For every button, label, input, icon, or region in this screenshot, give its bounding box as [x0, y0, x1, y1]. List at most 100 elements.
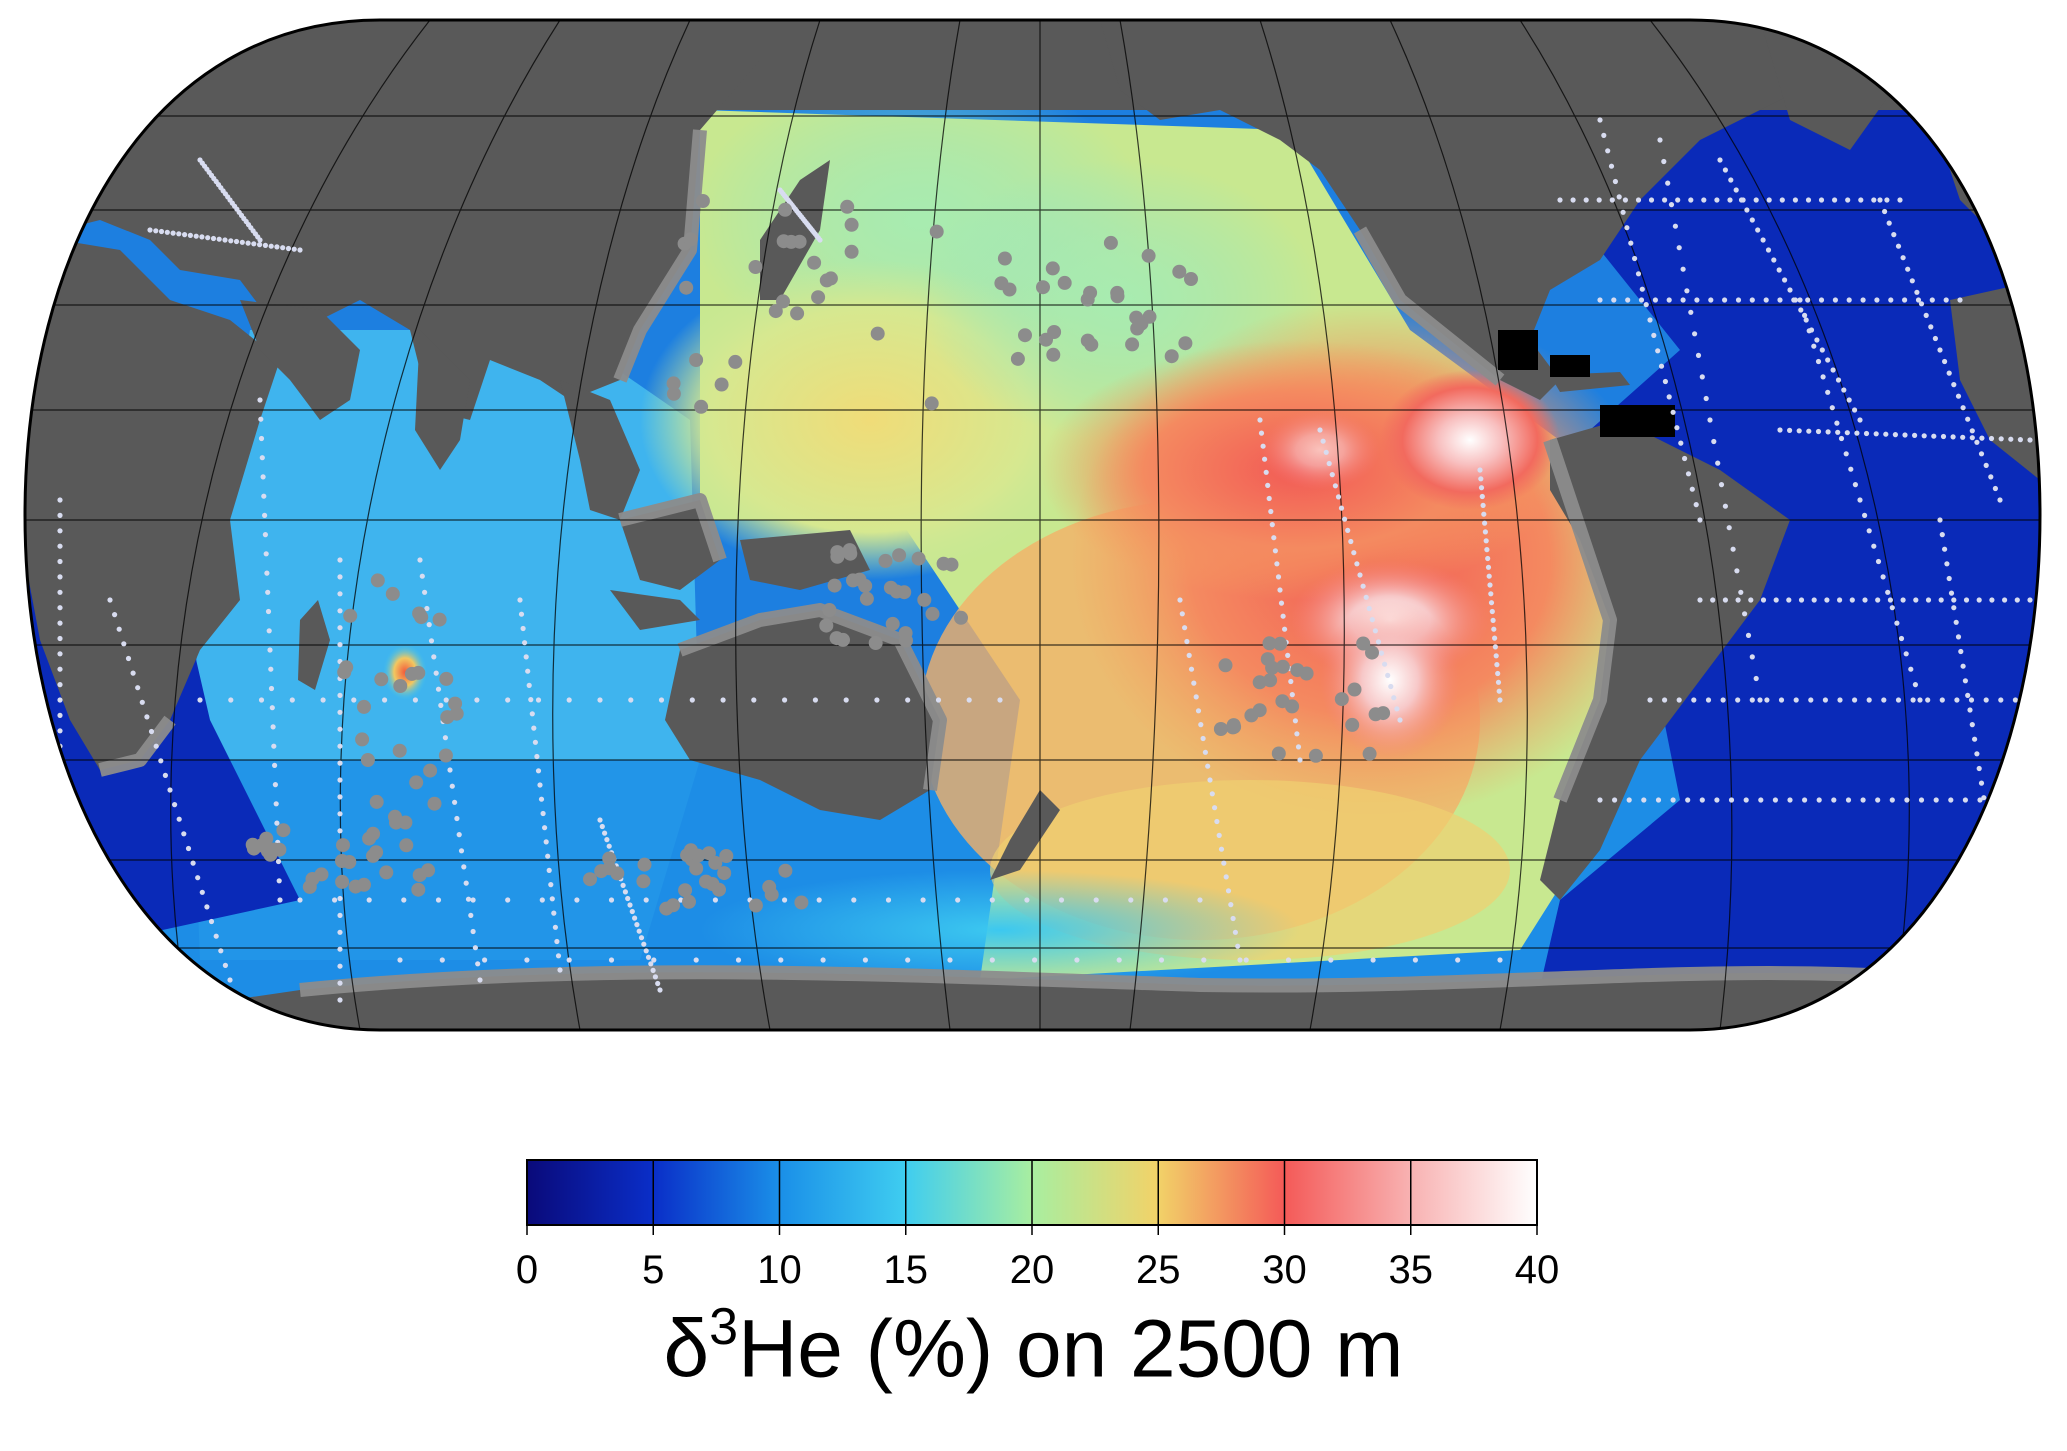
- station-dot: [1748, 597, 1754, 603]
- station-dot: [1655, 348, 1661, 354]
- station-dot: [1666, 297, 1672, 303]
- station-dot: [1882, 208, 1888, 215]
- station-dot: [337, 929, 343, 935]
- station-dot: [844, 244, 859, 259]
- station-dot: [520, 625, 526, 632]
- station-dot: [637, 857, 652, 872]
- station-dot: [1787, 287, 1793, 293]
- station-dot: [892, 548, 907, 563]
- station-dot: [1058, 897, 1065, 903]
- station-dot: [1478, 485, 1485, 491]
- station-dot: [470, 928, 476, 935]
- station-dot: [1900, 255, 1906, 261]
- station-dot: [204, 904, 210, 910]
- station-dot: [811, 290, 826, 305]
- station-dot: [1835, 377, 1842, 383]
- station-dot: [337, 557, 343, 563]
- station-dot: [846, 573, 860, 588]
- station-dot: [1182, 625, 1188, 631]
- station-dot: [1891, 232, 1897, 238]
- station-dot: [1397, 717, 1403, 723]
- station-dot: [107, 597, 113, 603]
- station-dot: [182, 232, 188, 238]
- station-dot: [1205, 763, 1211, 769]
- station-dot: [1376, 706, 1391, 721]
- station-dot: [1477, 467, 1483, 473]
- station-dot: [526, 682, 532, 689]
- station-dot: [1727, 197, 1733, 203]
- station-dot: [695, 194, 710, 208]
- station-dot: [1988, 435, 1995, 442]
- station-dot: [1765, 247, 1772, 253]
- station-dot: [1764, 697, 1770, 703]
- station-dot: [748, 260, 763, 274]
- station-dot: [1967, 707, 1973, 713]
- station-dot: [468, 912, 474, 919]
- station-dot: [1852, 482, 1858, 488]
- station-dot: [1688, 197, 1694, 203]
- station-dot: [233, 238, 240, 245]
- station-dot: [162, 772, 168, 779]
- station-dot: [597, 817, 603, 823]
- colorbar-title: δ3He (%) on 2500 m: [0, 1301, 2067, 1390]
- station-dot: [258, 435, 265, 442]
- station-dot: [351, 697, 357, 703]
- station-dot: [262, 532, 268, 538]
- station-dot: [125, 655, 132, 662]
- colorbar-tick-label: 0: [516, 1248, 538, 1292]
- station-dot: [1968, 697, 1975, 703]
- station-dot: [1685, 797, 1691, 803]
- station-dot: [1269, 522, 1275, 528]
- station-dot: [1345, 717, 1360, 732]
- station-dot: [1260, 443, 1266, 449]
- station-dot: [199, 889, 205, 895]
- station-dot: [1495, 679, 1502, 685]
- station-dot: [337, 828, 343, 834]
- station-dot: [1749, 297, 1755, 303]
- station-dot: [314, 867, 329, 882]
- station-dot: [432, 612, 447, 627]
- station-dot: [1670, 409, 1676, 415]
- station-dot: [1689, 486, 1695, 492]
- station-dot: [1680, 297, 1686, 303]
- station-dot: [1388, 683, 1394, 690]
- colorbar-tick-label: 20: [1010, 1248, 1055, 1292]
- station-dot: [148, 728, 155, 735]
- station-dot: [335, 874, 350, 889]
- station-dot: [1257, 417, 1263, 423]
- station-dot: [1693, 502, 1699, 508]
- station-dot: [440, 710, 455, 725]
- station-dot: [428, 638, 435, 644]
- station-dot: [1963, 597, 1970, 603]
- station-dot: [1039, 332, 1053, 347]
- station-dot: [620, 882, 626, 889]
- station-dot: [608, 957, 615, 963]
- station-dot: [337, 642, 343, 648]
- station-dot: [1711, 438, 1717, 445]
- station-dot: [1978, 451, 1985, 457]
- station-dot: [539, 897, 545, 903]
- station-dot: [1881, 697, 1887, 703]
- station-dot: [1332, 483, 1338, 489]
- station-dot: [522, 640, 528, 646]
- station-dot: [1221, 860, 1227, 866]
- station-dot: [187, 232, 193, 238]
- station-dot: [1275, 574, 1282, 580]
- station-dot: [778, 863, 793, 878]
- station-dot: [1707, 417, 1713, 423]
- station-dot: [1787, 797, 1793, 803]
- station-dot: [1482, 529, 1488, 535]
- station-dot: [1829, 405, 1835, 411]
- station-dot: [851, 897, 857, 903]
- station-dot: [1488, 600, 1495, 606]
- station-dot: [1164, 349, 1179, 364]
- station-dot: [1274, 561, 1280, 567]
- station-dot: [1672, 223, 1678, 229]
- station-dot: [1726, 525, 1732, 531]
- station-dot: [782, 897, 788, 903]
- station-dot: [1960, 434, 1966, 440]
- station-dot: [1825, 429, 1831, 435]
- station-dot: [1280, 613, 1286, 619]
- station-dot: [1178, 336, 1193, 351]
- station-dot: [337, 692, 343, 699]
